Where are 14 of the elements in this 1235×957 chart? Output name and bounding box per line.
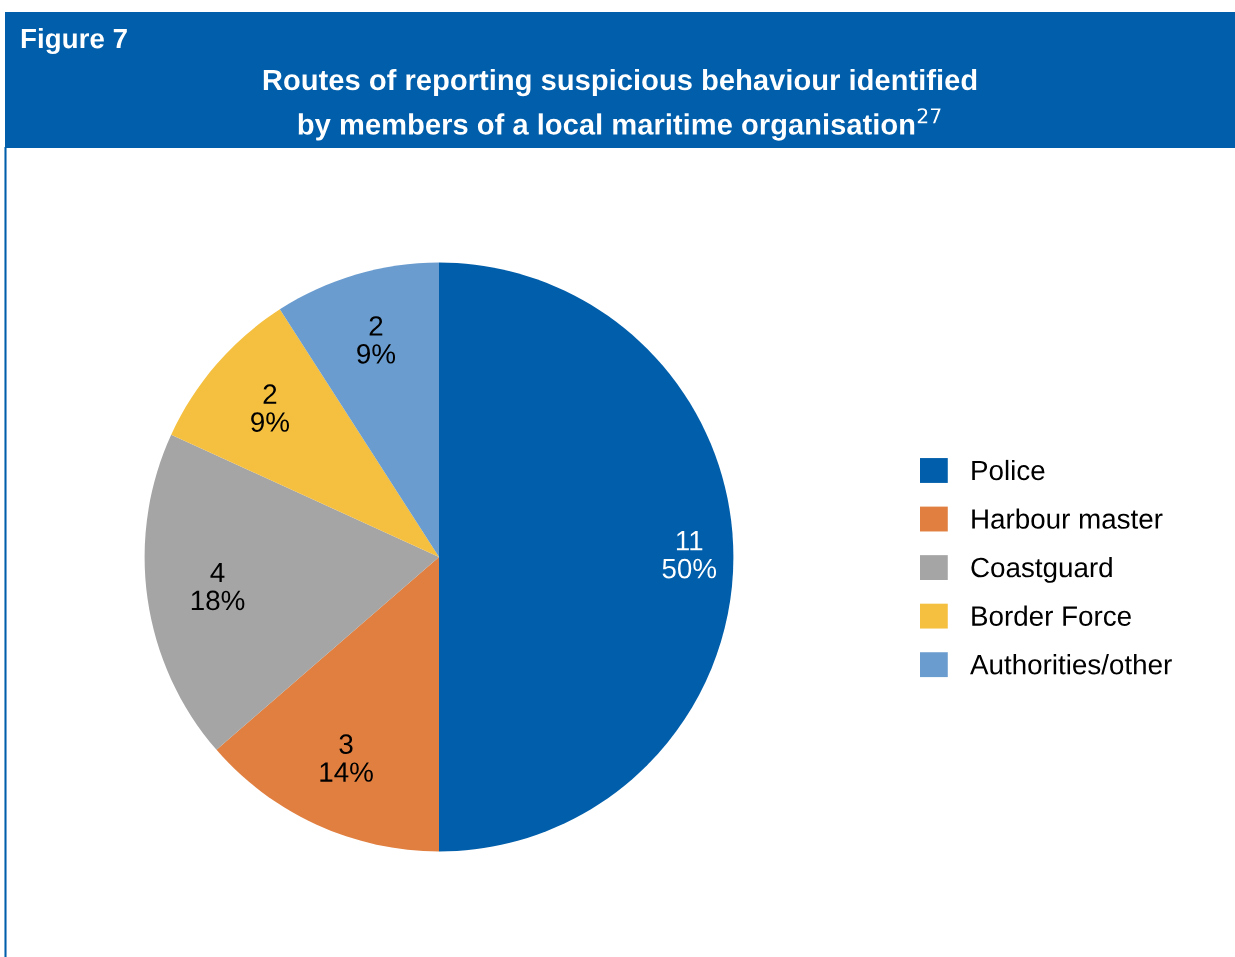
- legend-label: Police: [972, 459, 1045, 481]
- legend-label: Harbour master: [972, 508, 1163, 529]
- data-label: 4 18%: [191, 562, 245, 611]
- data-label: 11 50%: [662, 531, 717, 579]
- legend-label: Coastguard: [971, 556, 1112, 583]
- chart-title: Routes of reporting suspicious behaviour identified by members of a local maritime organisation$^{27}$: [263, 68, 977, 141]
- data-label: 2 9%: [357, 316, 396, 364]
- pie-slice: [171, 309, 439, 557]
- caption: Figure 7: [21, 27, 127, 55]
- legend-label: Authorities/other: [970, 654, 1172, 675]
- pie-slice: [439, 262, 734, 852]
- legend-label: Border Force: [972, 605, 1131, 626]
- data-label: 3 14%: [320, 734, 373, 782]
- data-label: 2 9%: [251, 384, 289, 432]
